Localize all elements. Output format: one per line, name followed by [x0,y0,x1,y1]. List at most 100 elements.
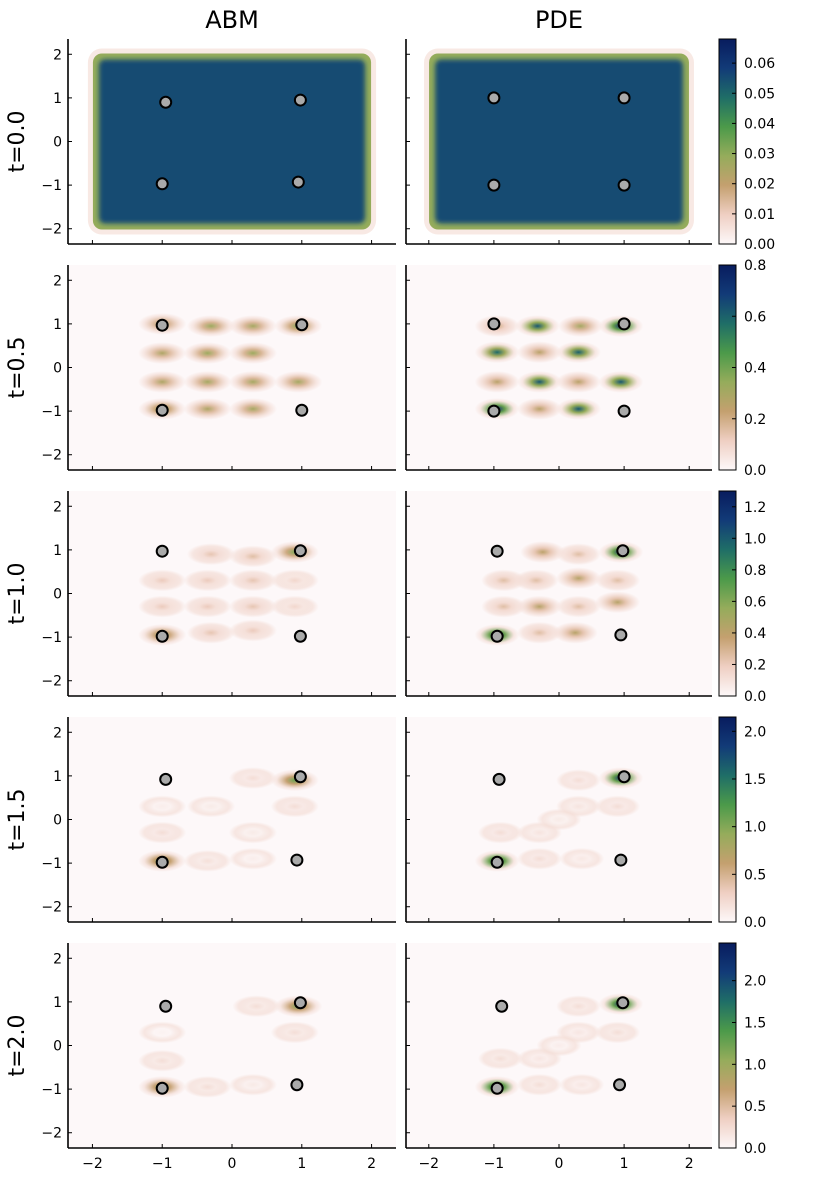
panel-grid: t=0.0−2−10120.000.010.020.030.040.050.06… [5,38,775,1172]
colorbar: 0.00 0.01 0.02 0.03 0.04 0.05 0.06 [718,38,775,253]
density-blob [595,569,641,592]
density-blob [556,543,601,566]
y-tick-label: −1 [41,404,62,420]
density-blob [517,398,562,420]
colorbar-tick-label: 0.00 [744,237,775,253]
agent-marker [293,996,307,1010]
density-blob [474,341,520,364]
agent-marker [617,317,631,331]
colorbar-tick-label: 0.03 [744,147,775,163]
agent-marker [616,996,630,1010]
density-blob [559,1073,605,1096]
colorbar-gradient [718,716,737,923]
density-background [406,491,712,696]
x-tick-label: 0 [228,1156,237,1172]
agent-marker [614,628,628,642]
y-tick-label: −2 [41,1126,62,1142]
y-tick-label: −1 [41,856,62,872]
colorbar-gradient [718,942,737,1149]
density-blob [228,821,278,844]
density-blob [228,1073,278,1096]
density-blob [138,342,187,365]
y-tick-label: 0 [53,135,62,151]
density-blob [520,541,566,563]
density-blob [595,591,641,614]
density-blob [270,769,319,792]
agent-marker [295,318,309,332]
agent-marker [293,629,307,643]
heatmap-panel-abm: −2 −1 0 1 2 [41,39,396,245]
density-blob [228,619,278,642]
agent-marker [155,177,169,191]
y-tick-label: −2 [41,222,62,238]
colorbar: 0.0 0.2 0.4 0.6 0.8 1.0 1.2 [718,490,766,705]
heatmap-panel-pde [405,717,712,923]
density-blob [517,621,562,644]
density-blob [270,1021,319,1044]
x-tick-label: 1 [620,1156,629,1172]
y-tick-label: 2 [53,725,62,741]
density-blob [517,595,562,618]
agent-marker [617,404,631,418]
agent-marker [159,999,173,1013]
density-blob [515,315,560,337]
colorbar-tick-label: 0.6 [744,594,766,610]
y-tick-label: 1 [53,543,62,559]
agent-marker [487,178,501,192]
agent-marker [159,95,173,109]
y-tick-label: 0 [53,361,62,377]
density-blob [232,995,281,1018]
density-background [406,265,712,470]
colorbar-tick-label: 0.8 [744,563,766,579]
density-blob [598,370,644,393]
density-background [68,943,396,1148]
density-blob [228,370,278,393]
density-blob [556,341,601,364]
agent-marker [617,770,631,784]
density-blob [517,847,562,870]
x-tick-label: −1 [484,1156,505,1172]
colorbar-tick-label: 0.0 [744,689,766,705]
colorbar-tick-label: 0.02 [744,177,775,193]
agent-marker [490,629,504,643]
density-blob [228,342,278,365]
colorbar-tick-label: 0.2 [744,412,766,428]
density-blob [228,595,278,618]
y-tick-label: 2 [53,273,62,289]
heatmap-panel-pde [405,491,712,697]
agent-marker [495,999,509,1013]
y-tick-label: −1 [41,630,62,646]
y-tick-label: 1 [53,769,62,785]
agent-marker [613,1078,627,1092]
density-blob [556,370,601,393]
agent-marker [155,544,169,558]
heatmap-panel-pde [405,265,712,471]
y-tick-label: 0 [53,813,62,829]
agent-marker [155,629,169,643]
density-blob [186,795,236,818]
colorbar-tick-label: 0.8 [744,258,766,274]
density-blob [183,370,232,393]
colorbar-tick-label: 0.4 [744,361,766,377]
agent-marker [159,772,173,786]
density-blob [186,621,236,644]
colorbar-tick-label: 0.6 [744,309,766,325]
density-blob [556,769,601,792]
agent-marker [490,544,504,558]
density-blob [183,1076,232,1098]
colorbar-gradient [718,38,737,245]
density-blob [228,569,278,592]
density-blob [559,847,605,870]
y-tick-label: −2 [41,448,62,464]
heatmap-panel-pde: −2 −1 0 1 2 [405,943,712,1172]
density-blob [270,595,319,618]
colorbar: 0.0 0.2 0.4 0.6 0.8 [718,258,766,479]
density-blob [517,1073,562,1096]
agent-marker [492,772,506,786]
row-label: t=1.0 [5,562,30,624]
density-blob [556,595,601,618]
colorbar-tick-label: 0.0 [744,1141,766,1157]
colorbar-tick-label: 0.05 [744,86,775,102]
density-blob [552,621,598,644]
agent-marker [614,853,628,867]
